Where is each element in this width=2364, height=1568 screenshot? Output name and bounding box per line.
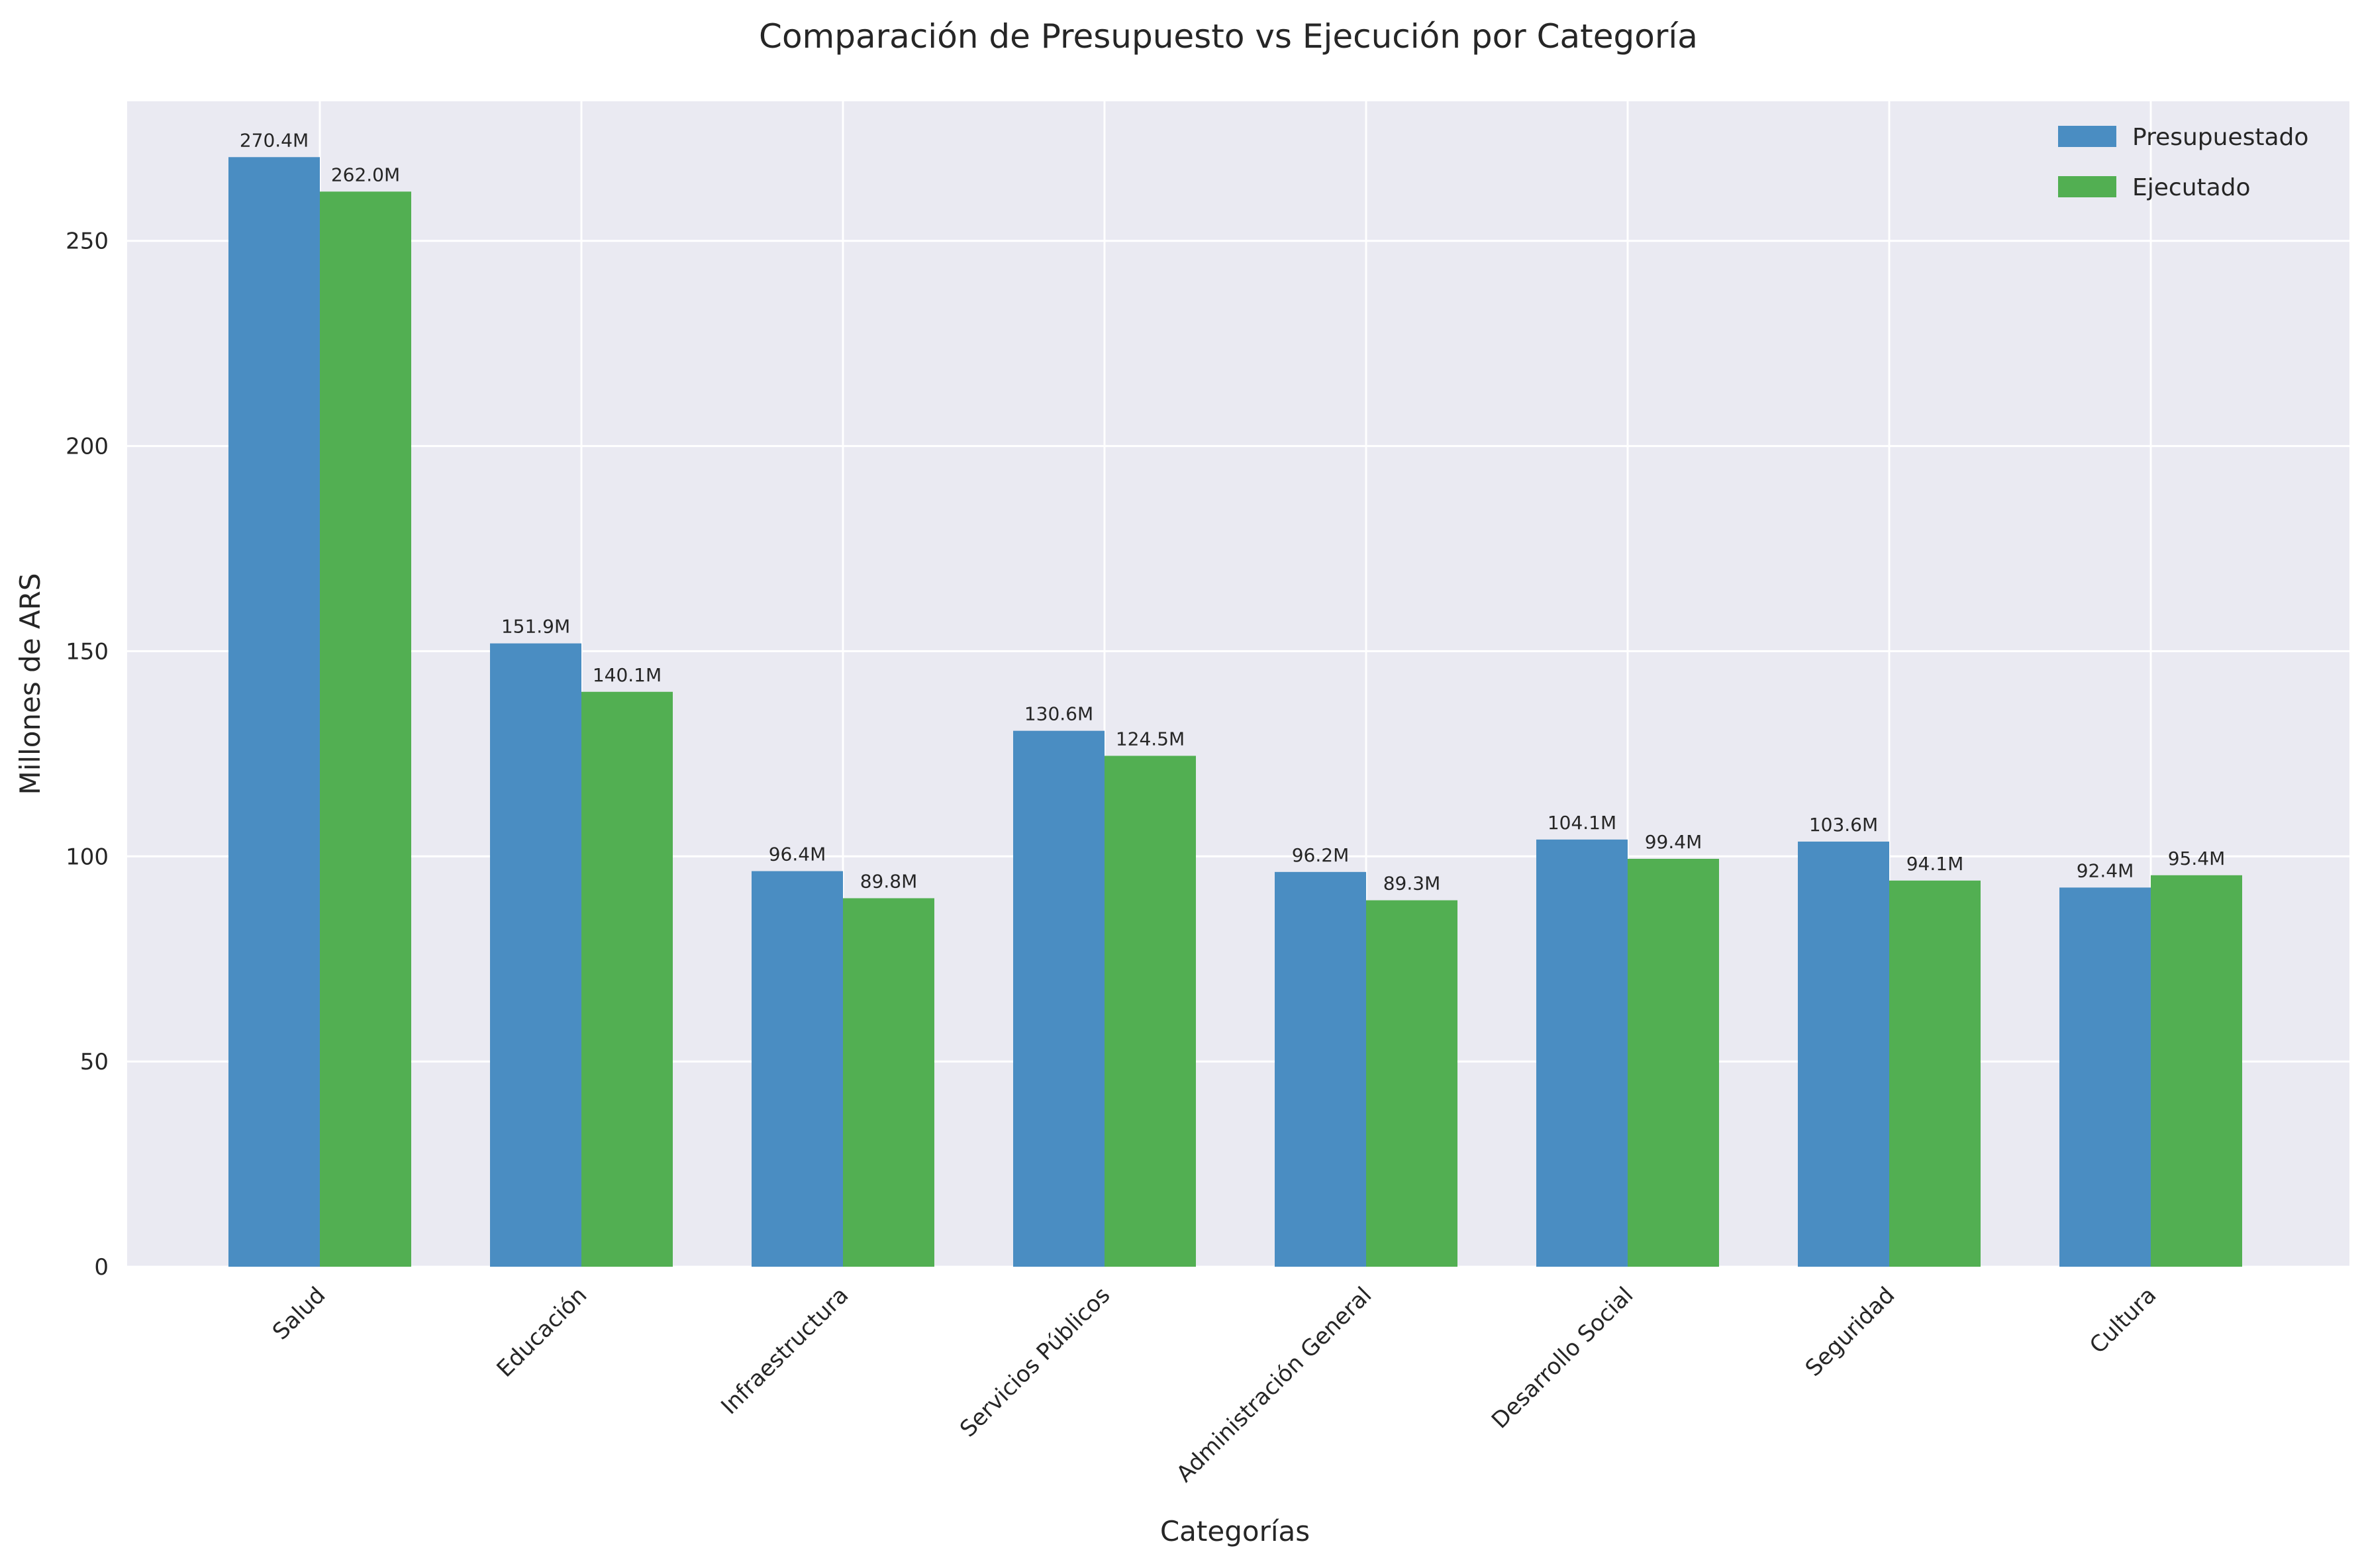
bar-ejecutado-7 <box>2151 875 2242 1267</box>
bar-presupuestado-4 <box>1275 871 1366 1267</box>
bar-ejecutado-1 <box>581 691 673 1267</box>
chart-title: Comparación de Presupuesto vs Ejecución … <box>759 17 1698 56</box>
bar-ejecutado-5 <box>1628 859 1719 1267</box>
bar-presupuestado-7 <box>2059 887 2151 1267</box>
y-tick-label: 100 <box>66 844 109 870</box>
data-label: 151.9M <box>501 616 570 638</box>
data-label: 96.4M <box>769 844 826 865</box>
data-label: 94.1M <box>1906 853 1964 875</box>
x-axis-label: Categorías <box>1160 1515 1310 1547</box>
bar-presupuestado-3 <box>1013 730 1105 1267</box>
y-tick-label: 50 <box>80 1049 109 1075</box>
y-tick-label: 250 <box>66 228 109 255</box>
data-label: 96.2M <box>1292 844 1350 866</box>
data-label: 104.1M <box>1548 812 1616 834</box>
data-label: 103.6M <box>1809 814 1878 836</box>
bar-ejecutado-6 <box>1889 880 1981 1267</box>
bar-presupuestado-0 <box>228 157 320 1267</box>
data-label: 99.4M <box>1645 831 1702 853</box>
plot-area <box>127 101 2349 1267</box>
data-labels: 270.4M 151.9M 96.4M 130.6M 96.2M 104.1M 103.6M… <box>240 129 2225 894</box>
y-tick-label: 200 <box>66 434 109 460</box>
data-label: 262.0M <box>331 164 400 185</box>
legend-swatch <box>2058 176 2116 197</box>
bar-ejecutado-0 <box>320 191 411 1267</box>
legend: Presupuestado Ejecutado <box>2058 124 2308 201</box>
bar-presupuestado-1 <box>490 643 581 1267</box>
data-label: 89.3M <box>1383 873 1441 895</box>
bar-presupuestado-2 <box>752 871 843 1267</box>
y-tick-label: 150 <box>66 638 109 665</box>
data-label: 130.6M <box>1024 703 1093 725</box>
data-label: 270.4M <box>240 129 309 151</box>
bar-presupuestado-5 <box>1536 839 1628 1267</box>
bar-presupuestado-6 <box>1798 841 1889 1267</box>
y-tick-label: 0 <box>94 1254 109 1281</box>
bars <box>228 157 2242 1267</box>
legend-label: Presupuestado <box>2132 124 2308 151</box>
legend-label: Ejecutado <box>2132 174 2251 201</box>
data-label: 95.4M <box>2168 848 2226 869</box>
data-label: 140.1M <box>593 664 662 686</box>
data-label: 89.8M <box>860 870 918 892</box>
y-axis-label: Millones de ARS <box>14 573 46 795</box>
data-label: 92.4M <box>2077 859 2134 881</box>
data-label: 124.5M <box>1116 728 1185 750</box>
bar-ejecutado-2 <box>843 898 934 1267</box>
legend-swatch <box>2058 126 2116 147</box>
bar-ejecutado-3 <box>1105 756 1196 1267</box>
bar-ejecutado-4 <box>1366 900 1457 1267</box>
y-axis-ticks: 0 50 100 150 200 250 <box>66 228 109 1281</box>
